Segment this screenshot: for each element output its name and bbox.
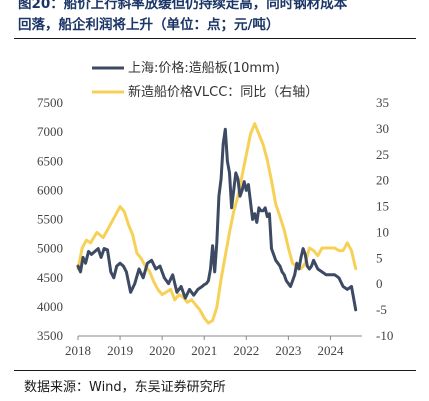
left-y-tick-label: 6000 <box>37 182 63 197</box>
x-tick-label: 2020 <box>149 343 175 358</box>
source-note: 数据来源：Wind，东吴证券研究所 <box>24 380 226 395</box>
chart-title-line-2: 回落，船企利润将上升（单位：点；元/吨） <box>18 17 280 33</box>
legend: 上海:价格:造船板(10mm) 新造船价格VLCC：同比（右轴） <box>92 60 318 100</box>
right-y-tick-label: -5 <box>376 302 387 317</box>
right-y-tick-label: 35 <box>376 95 389 110</box>
left-y-tick-label: 4500 <box>37 270 63 285</box>
right-y-tick-label: 30 <box>376 121 389 136</box>
legend-label-series-1: 上海:价格:造船板(10mm) <box>128 60 280 76</box>
left-y-tick-label: 7000 <box>37 124 63 139</box>
right-y-tick-label: 5 <box>376 250 383 265</box>
x-tick-label: 2023 <box>275 343 301 358</box>
axes: 3500 4000 4500 5000 5500 6000 6500 7000 7500 -10 -… <box>37 95 393 358</box>
left-y-tick-label: 7500 <box>37 95 63 110</box>
right-y-tick-label: 15 <box>376 199 389 214</box>
right-y-tick-label: 10 <box>376 224 389 239</box>
top-rule <box>14 38 416 39</box>
series-line-1 <box>76 127 358 312</box>
legend-label-series-2: 新造船价格VLCC：同比（右轴） <box>128 84 318 100</box>
x-tick-label: 2022 <box>233 343 259 358</box>
left-y-tick-label: 5500 <box>37 212 63 227</box>
x-tick-label: 2024 <box>317 343 344 358</box>
left-y-tick-label: 5000 <box>37 241 63 256</box>
left-y-tick-label: 3500 <box>37 328 63 343</box>
x-tick-label: 2019 <box>107 343 133 358</box>
left-y-tick-label: 4000 <box>37 299 63 314</box>
x-tick-label: 2018 <box>65 343 91 358</box>
bottom-rule <box>14 370 416 371</box>
right-y-tick-label: -10 <box>376 328 393 343</box>
chart-title-line-1: 图20：船价上行斜率放缓但仍持续走高，同时钢材成本 <box>18 0 348 12</box>
series-layer <box>76 122 358 325</box>
right-y-tick-label: 0 <box>376 276 383 291</box>
x-tick-label: 2021 <box>191 343 217 358</box>
right-y-tick-label: 25 <box>376 147 389 162</box>
left-y-tick-label: 6500 <box>37 153 63 168</box>
right-y-tick-label: 20 <box>376 173 389 188</box>
series-line-2 <box>76 122 358 325</box>
